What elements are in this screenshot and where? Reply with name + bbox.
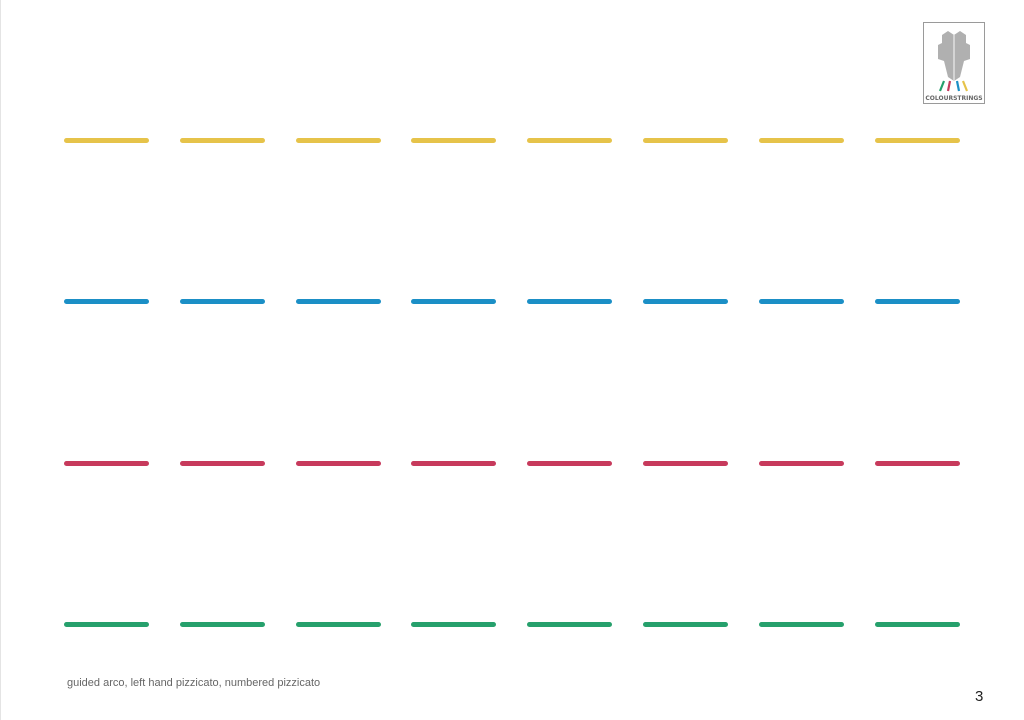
dash-line	[295, 299, 381, 304]
dash-row	[64, 461, 964, 466]
dash-line	[411, 461, 497, 466]
dash-line	[179, 299, 265, 304]
dash-line	[758, 622, 844, 627]
dash-line	[874, 622, 960, 627]
dash-line	[295, 622, 381, 627]
dash-row	[64, 622, 964, 627]
dash-line	[179, 138, 265, 143]
logo-text: COLOURSTRINGS	[925, 95, 982, 102]
dash-line	[527, 622, 613, 627]
colourstrings-logo: COLOURSTRINGS	[923, 22, 985, 104]
dash-line	[64, 461, 149, 466]
dash-line	[527, 461, 613, 466]
dash-line	[411, 299, 497, 304]
dash-line	[758, 299, 844, 304]
dash-line	[874, 138, 960, 143]
dash-line	[758, 461, 844, 466]
page-number: 3	[975, 688, 984, 705]
dash-line	[64, 138, 149, 143]
dash-line	[179, 461, 265, 466]
dash-row	[64, 299, 964, 304]
dash-line	[64, 299, 149, 304]
dash-line	[527, 299, 613, 304]
dash-line	[758, 138, 844, 143]
dash-line	[411, 622, 497, 627]
dash-line	[643, 622, 728, 627]
dash-line	[64, 622, 149, 627]
dash-line	[874, 461, 960, 466]
dash-line	[643, 299, 728, 304]
caption: guided arco, left hand pizzicato, number…	[67, 677, 321, 689]
dash-line	[874, 299, 960, 304]
dash-line	[643, 138, 728, 143]
dash-line	[295, 138, 381, 143]
dash-line	[411, 138, 497, 143]
dash-row	[64, 138, 964, 143]
dash-line	[295, 461, 381, 466]
dash-line	[179, 622, 265, 627]
page-edge	[0, 0, 1, 720]
dash-line	[643, 461, 728, 466]
dash-line	[527, 138, 613, 143]
